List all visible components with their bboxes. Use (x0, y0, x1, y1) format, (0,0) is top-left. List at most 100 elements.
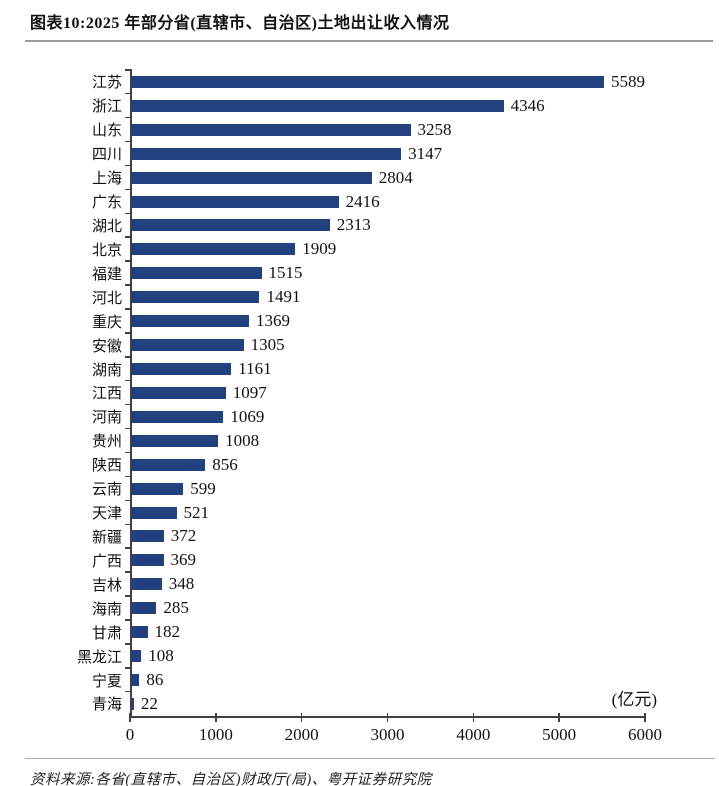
source-note: 资料来源:各省(直辖市、自治区)财政厅(局)、粤开证券研究院 (30, 772, 432, 786)
value-label: 521 (183, 502, 210, 522)
bar (132, 578, 162, 591)
chart-row: 云南 599 (30, 475, 690, 501)
x-axis-tick (215, 713, 217, 722)
chart-title: 图表10:2025 年部分省(直辖市、自治区)土地出让收入情况 (30, 15, 450, 32)
category-label: 黑龙江 (76, 649, 122, 666)
x-axis-tick-label: 3000 (370, 725, 405, 744)
value-label: 856 (212, 454, 238, 474)
x-axis-tick (644, 713, 646, 722)
chart-row: 广西 369 (30, 547, 690, 573)
chart-footer: 资料来源:各省(直辖市、自治区)财政厅(局)、粤开证券研究院 (25, 758, 715, 786)
x-axis-tick (129, 713, 131, 722)
value-label: 2804 (378, 167, 413, 187)
plot-area: 4346 (125, 92, 645, 118)
x-axis-tick-label: 0 (125, 725, 135, 744)
plot-area: 3147 (125, 140, 645, 166)
value-label: 5589 (611, 71, 645, 91)
chart-row: 江苏 5589 (30, 69, 690, 94)
chart-row: 广东 2416 (30, 188, 690, 214)
plot-area: 369 (125, 547, 645, 573)
x-axis-tick (386, 713, 389, 722)
x-axis-tick (300, 713, 303, 722)
plot-area: 1515 (125, 260, 645, 286)
bar (132, 219, 330, 232)
chart-row: 陕西 856 (30, 451, 690, 477)
chart-row: 黑龙江 108 (30, 643, 690, 669)
category-label: 北京 (91, 242, 122, 259)
bar (132, 482, 184, 495)
value-label: 1097 (232, 382, 267, 402)
value-label: 1369 (256, 311, 291, 331)
value-label: 2416 (345, 191, 380, 211)
value-label: 348 (168, 574, 195, 594)
plot-area: 372 (125, 523, 645, 549)
plot-area: 2313 (125, 212, 645, 238)
plot-area: 348 (125, 571, 645, 597)
chart-row: 甘肃 182 (30, 619, 690, 645)
plot-area: 856 (125, 451, 645, 477)
category-label: 湖南 (91, 362, 122, 379)
bar (132, 123, 411, 136)
chart-row: 北京 1909 (30, 236, 690, 262)
chart-row: 江西 1097 (30, 379, 690, 405)
x-axis-tick (558, 713, 560, 722)
chart-row: 新疆 372 (30, 523, 690, 549)
bar (132, 458, 206, 471)
chart-row: 福建 1515 (30, 260, 690, 286)
value-label: 599 (190, 478, 216, 498)
category-label: 云南 (91, 482, 122, 499)
plot-area: 1069 (125, 403, 645, 429)
value-label: 369 (170, 550, 197, 570)
category-label: 宁夏 (91, 673, 122, 690)
value-label: 4346 (510, 95, 545, 115)
bar (132, 386, 226, 399)
plot-area: 108 (125, 643, 645, 669)
chart-row: 海南 285 (30, 595, 690, 621)
category-label: 浙江 (91, 99, 122, 116)
value-label: 1161 (238, 359, 272, 379)
category-label: 海南 (91, 601, 122, 618)
x-axis-tick-label: 6000 (628, 725, 662, 744)
chart-row: 四川 3147 (30, 140, 690, 166)
x-axis-tick-label: 1000 (198, 725, 233, 744)
chart-rows: 江苏 5589 浙江 4346 山东 3258 四川 3147 上海 2804 广东 2416 湖北 23… (30, 69, 690, 716)
value-label: 22 (140, 693, 158, 713)
bar (132, 554, 164, 567)
x-axis-tick (472, 713, 475, 722)
chart-row: 贵州 1008 (30, 427, 690, 453)
plot-area: 285 (125, 595, 645, 621)
category-label: 四川 (91, 147, 122, 164)
category-label: 贵州 (91, 434, 122, 451)
category-label: 天津 (91, 506, 122, 523)
plot-area: 1305 (125, 332, 645, 358)
plot-area: 182 (125, 619, 645, 645)
bar (132, 697, 134, 710)
bar (132, 434, 219, 447)
chart-row: 上海 2804 (30, 164, 690, 190)
chart-row: 浙江 4346 (30, 92, 690, 118)
category-label: 山东 (91, 123, 122, 140)
bar (132, 650, 142, 663)
plot-area: 22 (125, 690, 645, 716)
chart-row: 吉林 348 (30, 571, 690, 597)
x-axis-tick-label: 4000 (456, 725, 491, 744)
plot-area: 1369 (125, 308, 645, 334)
x-axis-tick-label: 2000 (284, 725, 319, 744)
bar (132, 171, 372, 184)
plot-area: 1097 (125, 379, 645, 405)
chart-row: 青海 22 (30, 690, 690, 716)
chart-header: 图表10:2025 年部分省(直辖市、自治区)土地出让收入情况 (25, 0, 713, 42)
value-label: 372 (170, 526, 197, 546)
bar-chart: 江苏 5589 浙江 4346 山东 3258 四川 3147 上海 2804 广东 2416 湖北 23… (30, 69, 719, 752)
value-label: 108 (148, 646, 174, 666)
plot-area: 1909 (125, 236, 645, 262)
value-label: 2313 (336, 215, 371, 235)
plot-area: 2416 (125, 188, 645, 214)
chart-row: 湖南 1161 (30, 356, 690, 381)
category-label: 福建 (91, 266, 122, 283)
category-label: 安徽 (91, 338, 122, 355)
value-label: 285 (163, 598, 189, 618)
category-label: 重庆 (91, 314, 122, 331)
bar (132, 75, 604, 88)
bar (132, 410, 224, 423)
